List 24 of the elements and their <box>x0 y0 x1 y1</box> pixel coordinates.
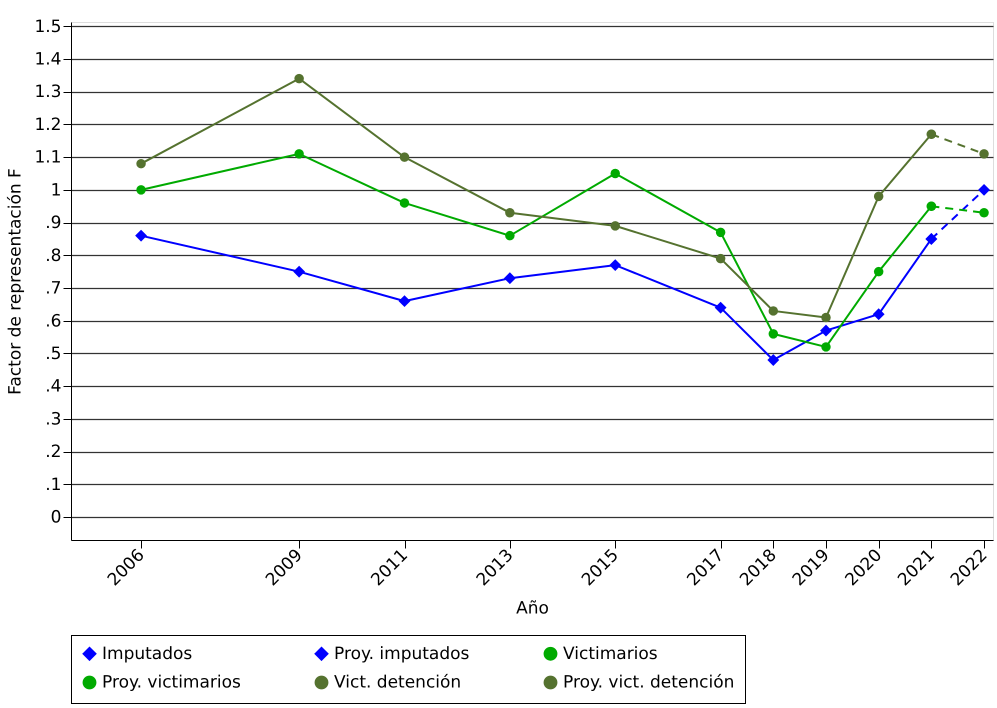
y-tick-label: .2 <box>45 442 62 462</box>
legend-label: Vict. detención <box>334 672 462 692</box>
legend-label: Proy. vict. detención <box>563 672 734 692</box>
y-tick-label: 1.1 <box>34 148 62 168</box>
legend-label: Victimarios <box>563 644 658 664</box>
legend-label: Proy. victimarios <box>102 672 242 692</box>
y-tick-label: .5 <box>45 344 62 364</box>
y-axis-title: Factor de representación F <box>5 168 26 395</box>
y-tick-label: .6 <box>45 311 62 332</box>
legend-label: Imputados <box>102 644 192 664</box>
y-tick-label: 0 <box>50 508 62 528</box>
y-tick-label: .1 <box>45 474 62 495</box>
legend-label: Proy. imputados <box>334 644 470 664</box>
y-tick-label: 1.5 <box>34 16 62 37</box>
y-tick-label: 1.3 <box>34 82 62 102</box>
y-tick-label: .3 <box>45 409 62 430</box>
y-tick-label: .8 <box>45 246 62 266</box>
y-tick-label: .7 <box>45 278 62 299</box>
y-tick-label: 1.2 <box>34 114 62 135</box>
y-tick-label: .4 <box>45 376 62 397</box>
y-tick-label: 1 <box>50 180 62 200</box>
x-axis-title: Año <box>516 598 549 619</box>
y-tick-label: 1.4 <box>34 49 62 70</box>
y-tick-label: .9 <box>45 213 62 234</box>
